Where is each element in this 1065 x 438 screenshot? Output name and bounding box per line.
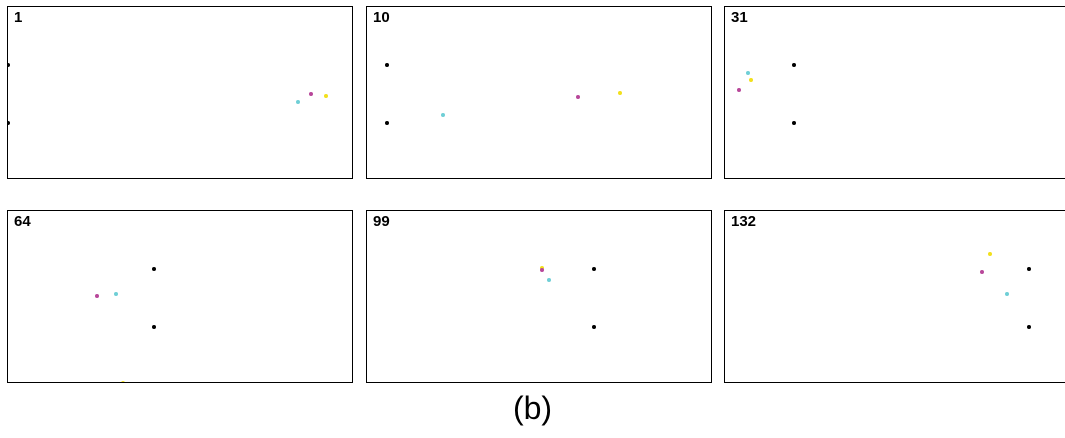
frame-panel-1: 1 [7,6,353,179]
frame-panel-64: 64 [7,210,353,383]
magenta-dot [576,95,580,99]
black-dot [152,325,156,329]
frame-label: 1 [14,9,23,26]
black-dot [792,121,796,125]
magenta-dot [980,270,984,274]
frame-panel-99: 99 [366,210,712,383]
cyan-dot [1005,292,1009,296]
black-dot [385,121,389,125]
black-dot [8,121,10,125]
yellow-dot [749,78,753,82]
black-dot [8,63,10,67]
cyan-dot [746,71,750,75]
frame-label: 64 [14,213,31,230]
cyan-dot [441,113,445,117]
black-dot [1027,267,1031,271]
frame-label: 132 [731,213,757,230]
magenta-dot [737,88,741,92]
frame-label: 31 [731,9,748,26]
frame-panel-132: 132 [724,210,1065,383]
frame-label: 99 [373,213,390,230]
black-dot [792,63,796,67]
frame-panel-10: 10 [366,6,712,179]
figure-caption: (b) [512,390,553,426]
black-dot [592,267,596,271]
black-dot [385,63,389,67]
black-dot [592,325,596,329]
yellow-dot [618,91,622,95]
black-dot [152,267,156,271]
magenta-dot [95,294,99,298]
frame-panel-31: 31 [724,6,1065,179]
cyan-dot [547,278,551,282]
yellow-dot [988,252,992,256]
black-dot [1027,325,1031,329]
cyan-dot [296,100,300,104]
magenta-dot [309,92,313,96]
magenta-dot [540,268,544,272]
cyan-dot [114,292,118,296]
yellow-dot [324,94,328,98]
frame-label: 10 [373,9,390,26]
yellow-dot [121,381,125,382]
